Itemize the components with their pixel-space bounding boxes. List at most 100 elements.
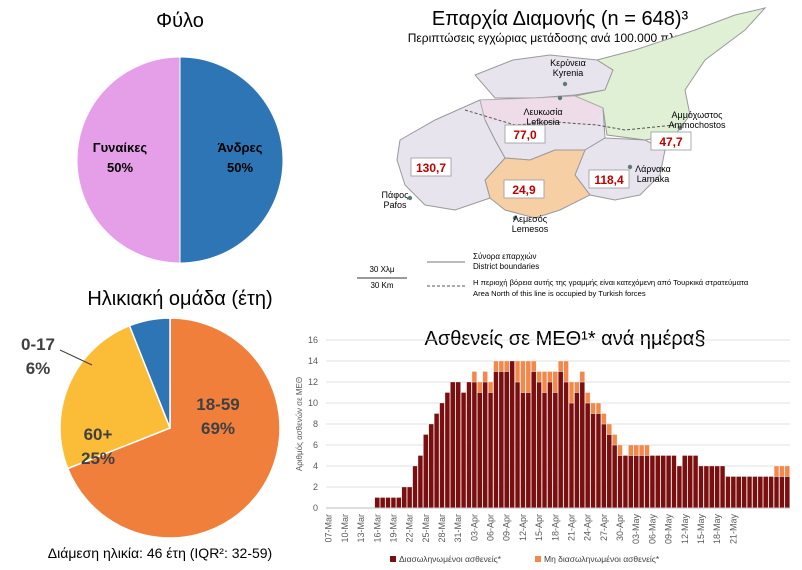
- map-district-name-en: Pafos: [383, 200, 407, 210]
- age-panel-title: Ηλικιακή ομάδα (έτη): [87, 288, 273, 310]
- icu-bar-non-intubated: [574, 381, 580, 393]
- map-rate-value: 118,4: [594, 173, 624, 187]
- map-scale-label-el: 30 Χλμ: [369, 265, 394, 274]
- icu-bar-non-intubated: [531, 360, 537, 372]
- icu-bar-intubated: [628, 455, 634, 509]
- map-city-dot: [627, 164, 633, 170]
- icu-x-tick-label: 13-Mar: [356, 514, 366, 543]
- icu-bar-non-intubated: [779, 465, 785, 477]
- map-panel-subtitle: Περιπτώσεις εγχώριας μετάδοσης ανά 100.0…: [407, 31, 723, 45]
- map-rate-value: 130,7: [416, 161, 446, 175]
- map-rate-value: 47,7: [659, 135, 683, 149]
- map-city-dot: [407, 195, 413, 201]
- map-district-kyrenia: [474, 54, 614, 99]
- map-rate-value: 24,9: [512, 183, 536, 197]
- icu-bar-non-intubated: [504, 360, 510, 372]
- icu-bar-intubated: [736, 476, 742, 509]
- age-slice-label: 0-17: [21, 335, 55, 354]
- icu-bar-non-intubated: [498, 360, 504, 372]
- icu-bar-intubated: [639, 455, 645, 509]
- age-pie-slice: [66, 317, 281, 539]
- icu-bar-intubated: [568, 402, 575, 509]
- sex-slice-label: Άνδρες: [218, 140, 263, 155]
- icu-y-tick-label: 4: [313, 461, 318, 471]
- icu-y-tick-label: 2: [313, 482, 318, 492]
- age-slice-label: 18-59: [196, 395, 239, 414]
- icu-x-tick-label: 16-Mar: [372, 514, 382, 543]
- map-rate-box: [650, 131, 692, 151]
- icu-bar-non-intubated: [552, 371, 558, 393]
- icu-bar-intubated: [558, 371, 564, 509]
- icu-bar-intubated: [703, 465, 709, 509]
- icu-bar-intubated: [493, 371, 499, 509]
- icu-bar-intubated: [547, 381, 553, 509]
- map-city-dot: [677, 125, 683, 131]
- icu-bar-intubated: [390, 497, 396, 509]
- map-city-dot: [562, 81, 568, 87]
- map-occupied-area: [480, 96, 603, 125]
- map-scale-label-en: 30 Km: [370, 281, 393, 290]
- icu-bar-intubated: [579, 381, 585, 509]
- icu-bar-intubated: [655, 455, 661, 509]
- sex-pie-slice: [179, 56, 284, 264]
- icu-x-tick-label: 12-Apr: [518, 514, 528, 541]
- icu-bar-intubated: [784, 476, 790, 509]
- icu-bar-intubated: [525, 392, 531, 509]
- icu-bar-intubated: [741, 476, 747, 509]
- icu-bar-non-intubated: [558, 360, 564, 372]
- map-district-name-en: Ammochostos: [668, 120, 726, 130]
- icu-bar-non-intubated: [525, 360, 531, 393]
- icu-y-tick-label: 16: [308, 335, 318, 345]
- icu-bar-intubated: [595, 413, 602, 509]
- icu-bar-non-intubated: [477, 381, 483, 393]
- icu-y-tick-label: 14: [308, 356, 318, 366]
- icu-bar-non-intubated: [541, 371, 548, 393]
- map-district-name-en: Lefkosia: [526, 117, 560, 127]
- icu-x-tick-label: 21-May: [728, 514, 738, 545]
- icu-bar-intubated: [574, 392, 580, 509]
- icu-bar-non-intubated: [547, 371, 553, 383]
- map-panel-title: Επαρχία Διαμονής (n = 648)³: [431, 8, 689, 30]
- icu-bar-chart: 0 2 4 6 8 10 12 14 16 Αριθμός ασθενών σε ΜΕΘ 07-Ma…: [295, 335, 790, 564]
- map-district-name-el: Λεμεσός: [513, 214, 548, 224]
- icu-bar-intubated: [401, 486, 407, 509]
- icu-bar-intubated: [773, 476, 780, 509]
- age-pie-slice: [128, 317, 171, 429]
- icu-bar-non-intubated: [639, 444, 645, 456]
- icu-bar-intubated: [612, 444, 618, 509]
- icu-bar-non-intubated: [471, 371, 477, 383]
- icu-bar-non-intubated: [633, 444, 639, 456]
- map-legend-text: Η περιοχή βόρεια αυτής της γραμμής είναι…: [473, 278, 749, 287]
- map-rate-box: [588, 169, 630, 189]
- icu-x-tick-label: 12-May: [680, 514, 690, 545]
- age-median-footnote: Διάμεση ηλικία: 46 έτη (IQR²: 32-59): [47, 545, 273, 561]
- icu-x-tick-label: 07-Mar: [324, 514, 334, 543]
- icu-bar-non-intubated: [493, 360, 499, 372]
- icu-bar-intubated: [520, 392, 526, 509]
- icu-bar-intubated: [498, 371, 504, 509]
- icu-bar-intubated: [590, 413, 596, 509]
- icu-bar-intubated: [434, 413, 440, 509]
- icu-bar-intubated: [601, 423, 607, 509]
- icu-y-tick-label: 0: [313, 503, 318, 513]
- icu-bar-non-intubated: [606, 423, 612, 435]
- age-slice-value: 25%: [81, 449, 115, 468]
- icu-bar-intubated: [482, 381, 488, 509]
- icu-bar-intubated: [541, 392, 548, 509]
- icu-x-tick-label: 18-May: [712, 514, 722, 545]
- map-rate-value: 77,0: [513, 128, 537, 142]
- age-leader-line: [59, 349, 93, 366]
- map-district-name-el: Κερύνεια: [550, 58, 586, 68]
- icu-legend-label: Διασωληνωμένοι ασθενείς*: [399, 554, 502, 564]
- icu-x-tick-label: 03-May: [631, 514, 641, 545]
- sex-slice-value: 50%: [107, 160, 133, 175]
- icu-bar-intubated: [714, 465, 720, 509]
- age-slice-label: 60+: [84, 425, 113, 444]
- icu-x-tick-label: 03-Apr: [469, 514, 479, 541]
- icu-y-tick-label: 10: [308, 398, 318, 408]
- map-district-name-el: Λάρνακα: [635, 164, 671, 174]
- icu-bar-non-intubated: [568, 381, 575, 404]
- icu-bar-intubated: [396, 497, 402, 509]
- icu-bar-intubated: [725, 476, 731, 509]
- icu-bar-intubated: [428, 423, 434, 509]
